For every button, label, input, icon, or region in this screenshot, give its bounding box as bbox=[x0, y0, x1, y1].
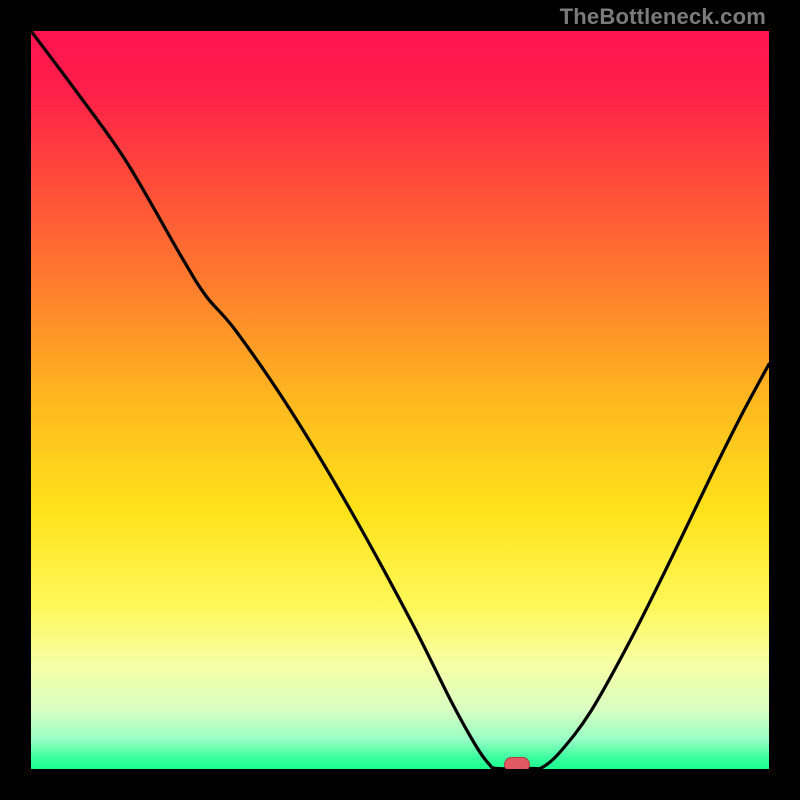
plot-area bbox=[31, 31, 769, 769]
bottleneck-curve bbox=[31, 31, 769, 769]
bottleneck-marker bbox=[504, 757, 530, 770]
watermark-text: TheBottleneck.com bbox=[560, 4, 766, 30]
chart-frame: TheBottleneck.com bbox=[0, 0, 800, 800]
